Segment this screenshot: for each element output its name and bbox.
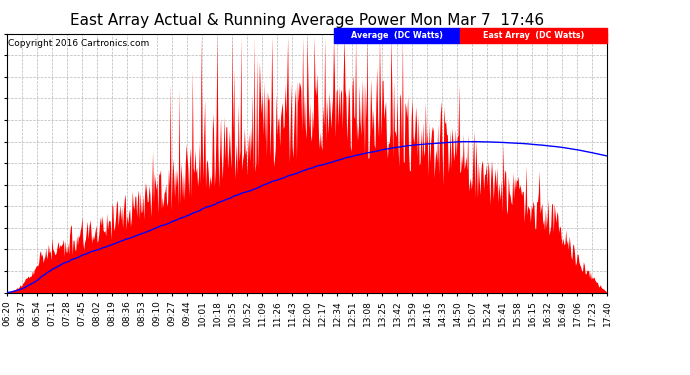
Title: East Array Actual & Running Average Power Mon Mar 7  17:46: East Array Actual & Running Average Powe…: [70, 13, 544, 28]
Text: Copyright 2016 Cartronics.com: Copyright 2016 Cartronics.com: [8, 39, 149, 48]
